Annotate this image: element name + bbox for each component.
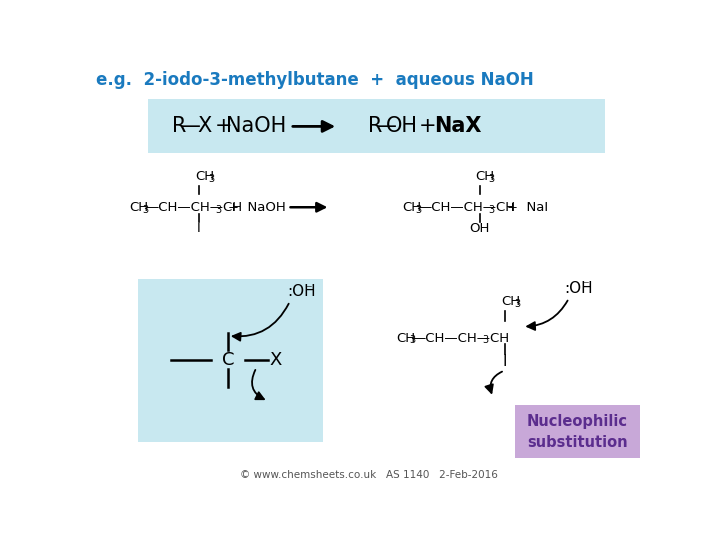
Bar (138, 279, 323, 442)
Text: ⁻: ⁻ (305, 283, 312, 296)
Text: Nucleophilic
substitution: Nucleophilic substitution (527, 414, 628, 450)
Text: :OH: :OH (564, 281, 593, 295)
Text: —CH—CH—CH: —CH—CH—CH (413, 332, 510, 345)
Text: 3: 3 (488, 205, 495, 214)
Text: :OH: :OH (287, 285, 316, 300)
Text: R: R (172, 117, 186, 137)
Text: e.g.  2-iodo-3-methylbutane  +  aqueous NaOH: e.g. 2-iodo-3-methylbutane + aqueous NaO… (96, 71, 534, 89)
Text: 3: 3 (209, 174, 215, 184)
Text: X: X (270, 350, 282, 369)
Text: —: — (180, 117, 201, 137)
Text: OH: OH (469, 221, 490, 234)
Text: —: — (377, 117, 397, 137)
Text: CH: CH (396, 332, 415, 345)
Text: CH: CH (402, 201, 421, 214)
Text: I: I (197, 221, 200, 234)
Text: +: + (215, 117, 232, 137)
Text: C: C (222, 350, 234, 369)
Text: X: X (197, 117, 212, 137)
Text: R: R (368, 117, 382, 137)
Text: © www.chemsheets.co.uk   AS 1140   2-Feb-2016: © www.chemsheets.co.uk AS 1140 2-Feb-201… (240, 470, 498, 480)
FancyArrowPatch shape (485, 372, 502, 393)
FancyArrowPatch shape (233, 303, 289, 341)
Text: OH: OH (385, 117, 418, 137)
Text: CH: CH (500, 295, 520, 308)
Text: 3: 3 (409, 335, 415, 346)
Text: +  NaI: + NaI (507, 201, 548, 214)
Text: 3: 3 (415, 205, 422, 214)
Text: CH: CH (475, 170, 495, 183)
Bar (515, 405, 640, 457)
Text: I: I (503, 354, 507, 369)
FancyArrowPatch shape (252, 370, 264, 399)
Text: —CH—CH—CH: —CH—CH—CH (145, 201, 243, 214)
Text: CH: CH (195, 170, 215, 183)
Text: —CH—CH—CH: —CH—CH—CH (418, 201, 516, 214)
Text: +: + (418, 117, 436, 137)
Bar (148, 99, 606, 153)
Text: ⁻: ⁻ (582, 279, 589, 292)
Text: NaOH: NaOH (227, 117, 287, 137)
Text: 3: 3 (142, 205, 148, 214)
Text: NaX: NaX (434, 117, 482, 137)
Text: 3: 3 (488, 174, 495, 184)
FancyArrowPatch shape (527, 301, 567, 330)
Text: 3: 3 (215, 205, 222, 214)
Text: 3: 3 (482, 335, 488, 346)
Text: 3: 3 (514, 299, 520, 309)
Text: +  NaOH: + NaOH (228, 201, 286, 214)
Text: CH: CH (129, 201, 148, 214)
